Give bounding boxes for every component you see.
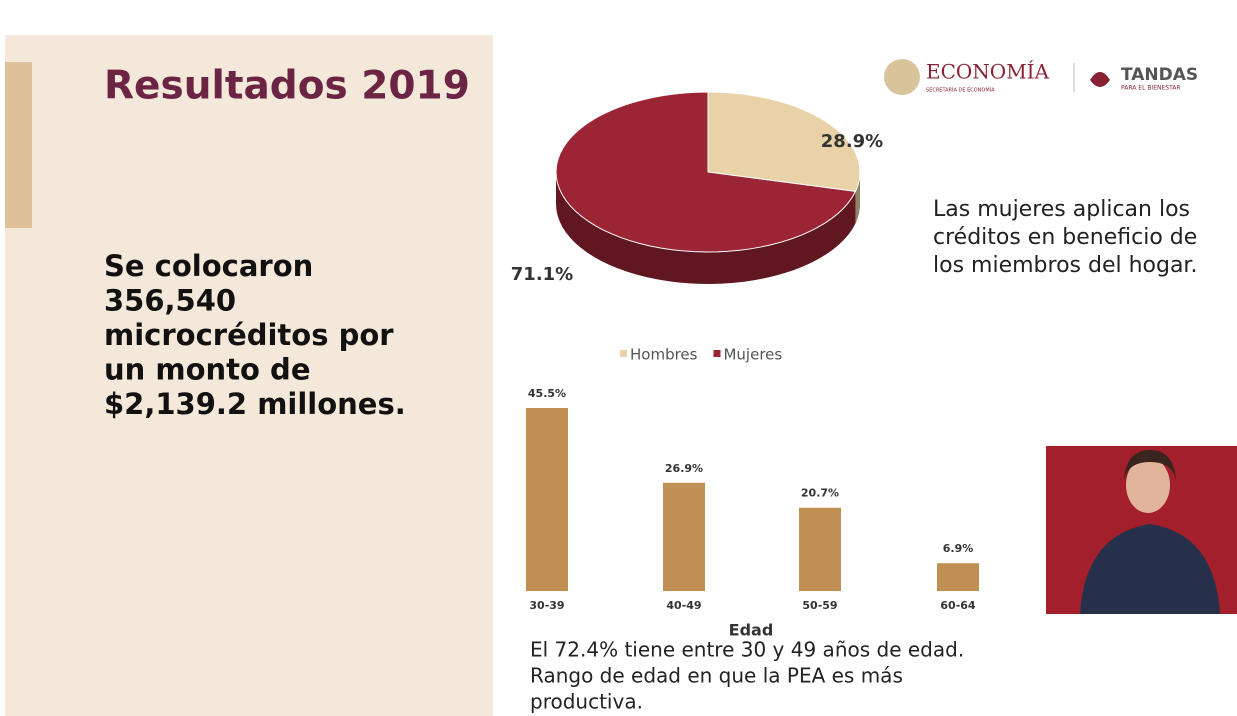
person-body bbox=[1080, 524, 1220, 614]
x-tick-label: 50-59 bbox=[802, 599, 837, 612]
pie-label: 28.9% bbox=[821, 131, 883, 152]
bar bbox=[799, 507, 841, 591]
summary-line: $2,139.2 millones. bbox=[104, 387, 406, 421]
note-line: Las mujeres aplican los bbox=[933, 197, 1190, 222]
person-face bbox=[1126, 457, 1170, 513]
x-axis-title: Edad bbox=[729, 621, 774, 640]
x-tick-label: 60-64 bbox=[940, 599, 976, 612]
note-line: los miembros del hogar. bbox=[933, 253, 1197, 278]
summary-line: Se colocaron bbox=[104, 249, 313, 283]
tandas-logo: TANDAS bbox=[1121, 65, 1198, 85]
interpreter-video bbox=[1046, 446, 1237, 614]
tandas-sub: PARA EL BIENESTAR bbox=[1121, 85, 1181, 92]
note-line: créditos en beneficio de bbox=[933, 225, 1197, 250]
slide-title: Resultados 2019 bbox=[104, 64, 470, 109]
legend-label: Mujeres bbox=[723, 346, 782, 364]
accent-strip bbox=[5, 62, 32, 228]
footer-line: productiva. bbox=[530, 690, 643, 714]
pie-label: 71.1% bbox=[511, 264, 573, 285]
pie-side bbox=[556, 172, 856, 284]
pie-slice bbox=[707, 91, 861, 192]
summary-line: microcréditos por bbox=[104, 318, 394, 352]
economia-emblem bbox=[884, 59, 920, 95]
economia-logo: ECONOMÍA bbox=[926, 60, 1050, 84]
economia-sub: SECRETARÍA DE ECONOMÍA bbox=[926, 87, 995, 94]
legend-label: Hombres bbox=[630, 346, 698, 364]
summary-line: 356,540 bbox=[104, 284, 236, 318]
footer-line: Rango de edad en que la PEA es más bbox=[530, 664, 903, 688]
bar-label: 26.9% bbox=[665, 462, 703, 475]
bar bbox=[663, 482, 705, 591]
legend-swatch bbox=[620, 350, 627, 357]
tandas-emblem bbox=[1090, 72, 1110, 87]
bar bbox=[937, 563, 979, 591]
bar-label: 20.7% bbox=[801, 487, 839, 500]
x-tick-label: 40-49 bbox=[666, 599, 701, 612]
footer-line: El 72.4% tiene entre 30 y 49 años de eda… bbox=[530, 638, 964, 662]
legend-swatch bbox=[713, 350, 721, 357]
bar-label: 45.5% bbox=[528, 387, 566, 400]
pie-slice bbox=[555, 91, 857, 253]
summary-line: un monto de bbox=[104, 353, 310, 387]
pie-side bbox=[855, 172, 860, 224]
bar bbox=[526, 408, 568, 591]
x-tick-label: 30-39 bbox=[529, 599, 564, 612]
bar-label: 6.9% bbox=[943, 542, 974, 555]
left-panel bbox=[5, 35, 493, 716]
person-hair bbox=[1124, 450, 1176, 480]
